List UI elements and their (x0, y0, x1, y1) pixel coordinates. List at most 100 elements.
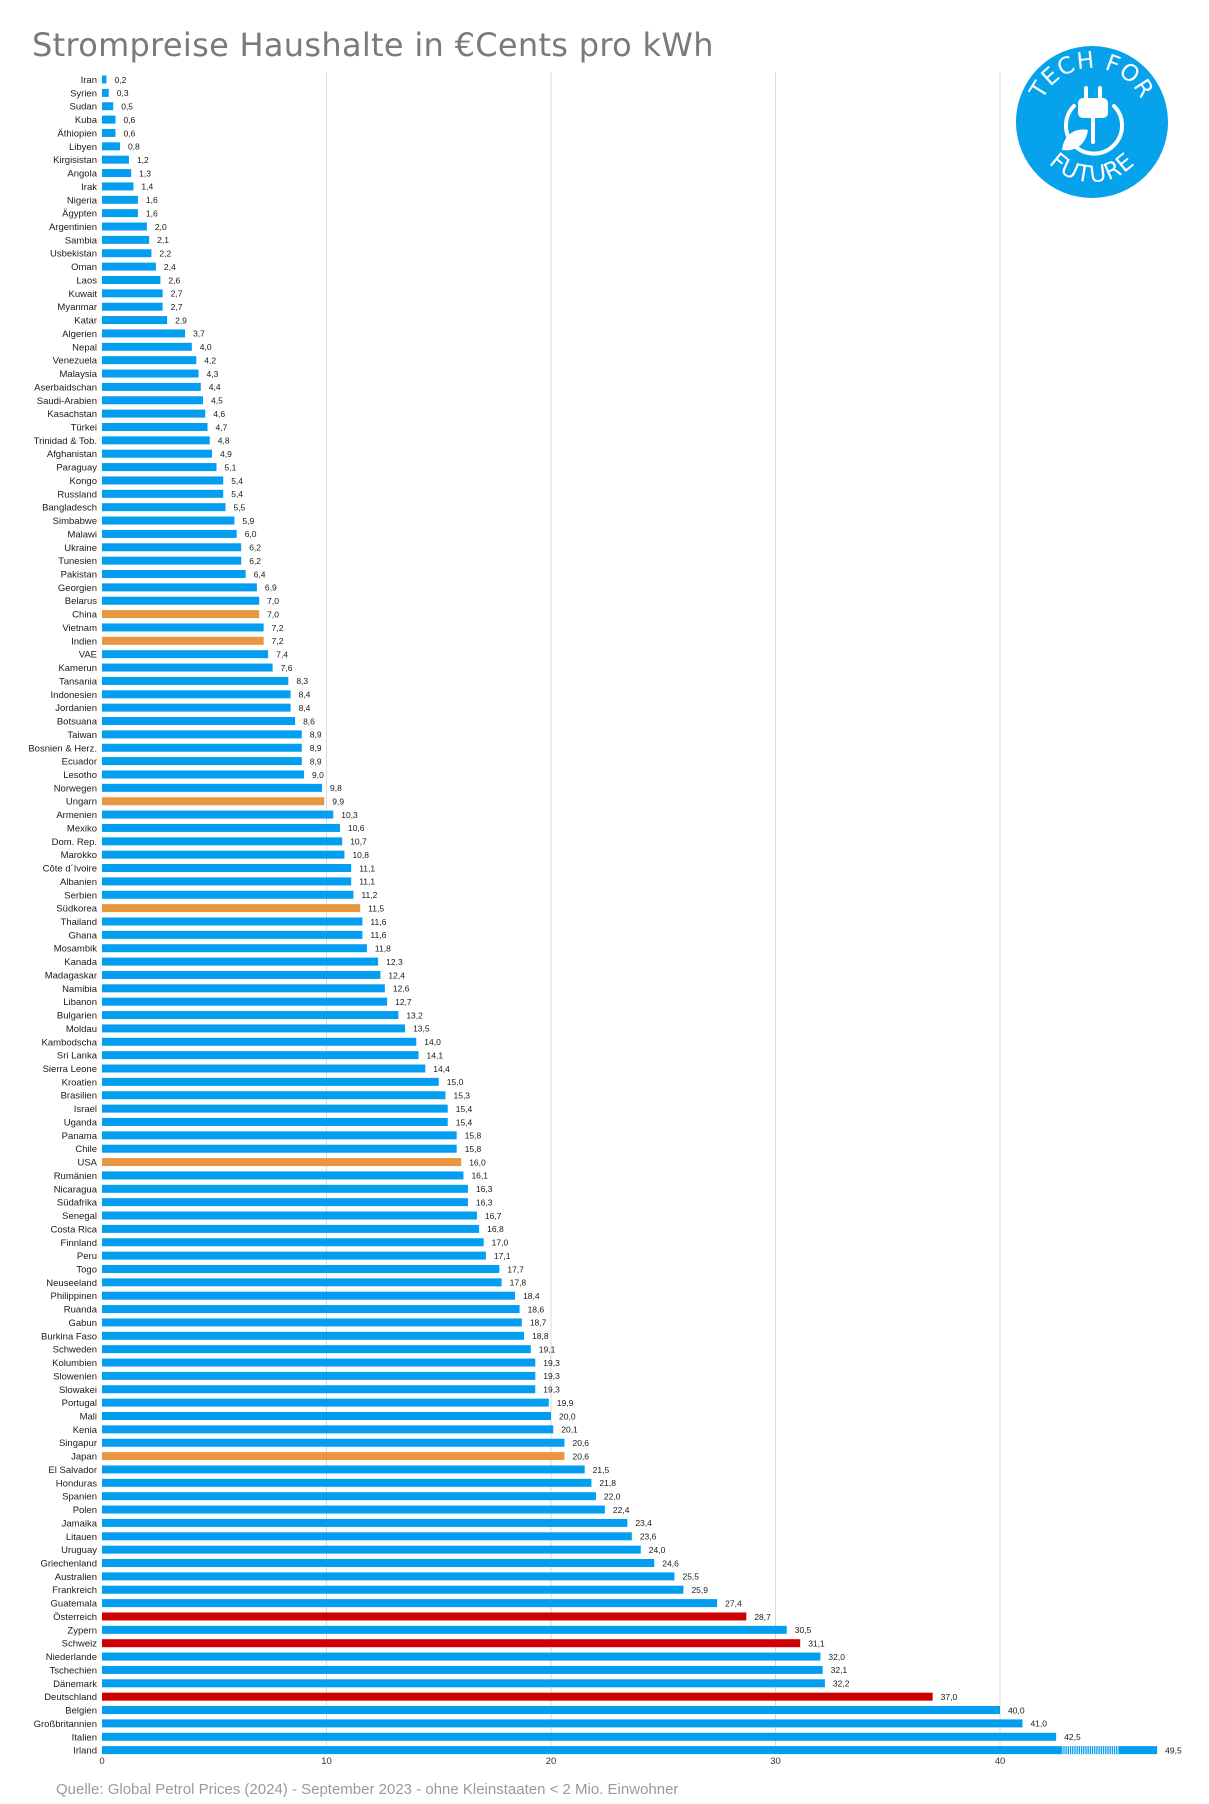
category-label: Niederlande (46, 1652, 97, 1663)
category-label: China (72, 610, 98, 621)
value-label: 17,8 (510, 1278, 527, 1288)
value-label: 27,4 (725, 1598, 742, 1608)
category-label: Äthiopien (57, 128, 97, 139)
bar (102, 1064, 426, 1073)
bar (102, 1505, 605, 1514)
value-label: 23,4 (635, 1518, 652, 1528)
category-label: Tschechien (49, 1665, 97, 1676)
value-label: 9,8 (330, 783, 342, 793)
category-label: Mosambik (54, 944, 98, 955)
value-label: 32,0 (828, 1652, 845, 1662)
value-label: 4,4 (209, 382, 221, 392)
value-label: 15,8 (465, 1144, 482, 1154)
labels: 0 10 20 30 40 Iran 0,2 Syrien 0,3 Sudan 0,5 Kuba 0,6… (28, 75, 1182, 1767)
value-label: 18,6 (528, 1304, 545, 1314)
value-label: 11,8 (375, 944, 391, 954)
category-label: Kroatien (62, 1077, 97, 1088)
value-label: 20,1 (561, 1425, 578, 1435)
bar (102, 930, 363, 939)
value-label: 15,3 (453, 1091, 470, 1101)
bar (102, 1171, 464, 1180)
value-label: 6,0 (245, 529, 257, 539)
value-label: 6,4 (254, 569, 266, 579)
value-label: 7,6 (281, 663, 293, 673)
bar (102, 1371, 536, 1380)
category-label: Honduras (56, 1478, 97, 1489)
category-label: Aserbaidschan (34, 382, 97, 393)
category-label: Philippinen (51, 1291, 97, 1302)
category-label: Usbekistan (50, 249, 97, 260)
category-label: Frankreich (52, 1585, 97, 1596)
value-label: 18,4 (523, 1291, 540, 1301)
bar (102, 743, 302, 752)
value-label: 0,2 (114, 75, 126, 85)
value-label: 16,0 (469, 1157, 486, 1167)
bar (102, 1692, 933, 1701)
category-label: Portugal (62, 1398, 97, 1409)
category-label: El Salvador (48, 1465, 97, 1476)
category-label: Libyen (69, 142, 97, 153)
leaf-icon (1062, 129, 1088, 151)
value-label: 31,1 (808, 1639, 825, 1649)
value-label: 2,6 (168, 275, 180, 285)
category-label: Kirgisistan (53, 155, 97, 166)
bar (102, 1665, 823, 1674)
value-label: 13,2 (406, 1010, 423, 1020)
category-label: Peru (77, 1251, 97, 1262)
category-label: Rumänien (54, 1171, 97, 1182)
value-label: 1,2 (137, 155, 149, 165)
bar (102, 1559, 655, 1568)
bar (102, 1532, 632, 1541)
category-label: Paraguay (56, 463, 97, 474)
bar (102, 997, 388, 1006)
category-label: Südafrika (57, 1198, 98, 1209)
bar (102, 155, 129, 164)
category-label: Togo (76, 1264, 97, 1275)
value-label: 21,8 (599, 1478, 616, 1488)
category-label: Senegal (62, 1211, 97, 1222)
value-label: 20,0 (559, 1411, 576, 1421)
category-label: Chile (75, 1144, 97, 1155)
bar (102, 690, 291, 699)
category-label: Gabun (68, 1318, 97, 1329)
value-label: 1,3 (139, 168, 151, 178)
category-label: Bulgarien (57, 1011, 97, 1022)
category-label: Georgien (58, 583, 97, 594)
category-label: Kamerun (58, 663, 97, 674)
value-label: 18,8 (532, 1331, 549, 1341)
value-label: 16,7 (485, 1211, 502, 1221)
bar (102, 1518, 628, 1527)
value-label: 18,7 (530, 1318, 547, 1328)
value-label: 2,7 (171, 302, 183, 312)
value-label: 49,5 (1165, 1745, 1182, 1755)
bar (102, 316, 168, 325)
bar (102, 516, 235, 525)
bar (102, 289, 163, 298)
category-label: Italien (72, 1732, 97, 1743)
value-label: 15,8 (465, 1131, 482, 1141)
category-label: Ghana (68, 930, 97, 941)
bar (102, 610, 260, 619)
bar (102, 476, 224, 485)
bar (102, 877, 352, 886)
bar (102, 1251, 486, 1260)
bar (102, 650, 269, 659)
bar (102, 1612, 747, 1621)
value-label: 16,3 (476, 1197, 493, 1207)
value-label: 24,6 (662, 1558, 679, 1568)
value-label: 9,9 (332, 797, 344, 807)
category-label: Ägypten (62, 209, 97, 220)
category-label: Irak (81, 182, 97, 193)
value-label: 2,1 (157, 235, 169, 245)
value-label: 8,9 (310, 756, 322, 766)
value-label: 2,7 (171, 289, 183, 299)
value-label: 15,0 (447, 1077, 464, 1087)
value-label: 14,0 (424, 1037, 441, 1047)
bar (102, 449, 213, 458)
value-label: 4,0 (200, 342, 212, 352)
value-label: 14,1 (427, 1050, 444, 1060)
bar (102, 1746, 1158, 1755)
bar (102, 356, 197, 365)
value-label: 13,5 (413, 1024, 430, 1034)
bar (102, 169, 132, 178)
